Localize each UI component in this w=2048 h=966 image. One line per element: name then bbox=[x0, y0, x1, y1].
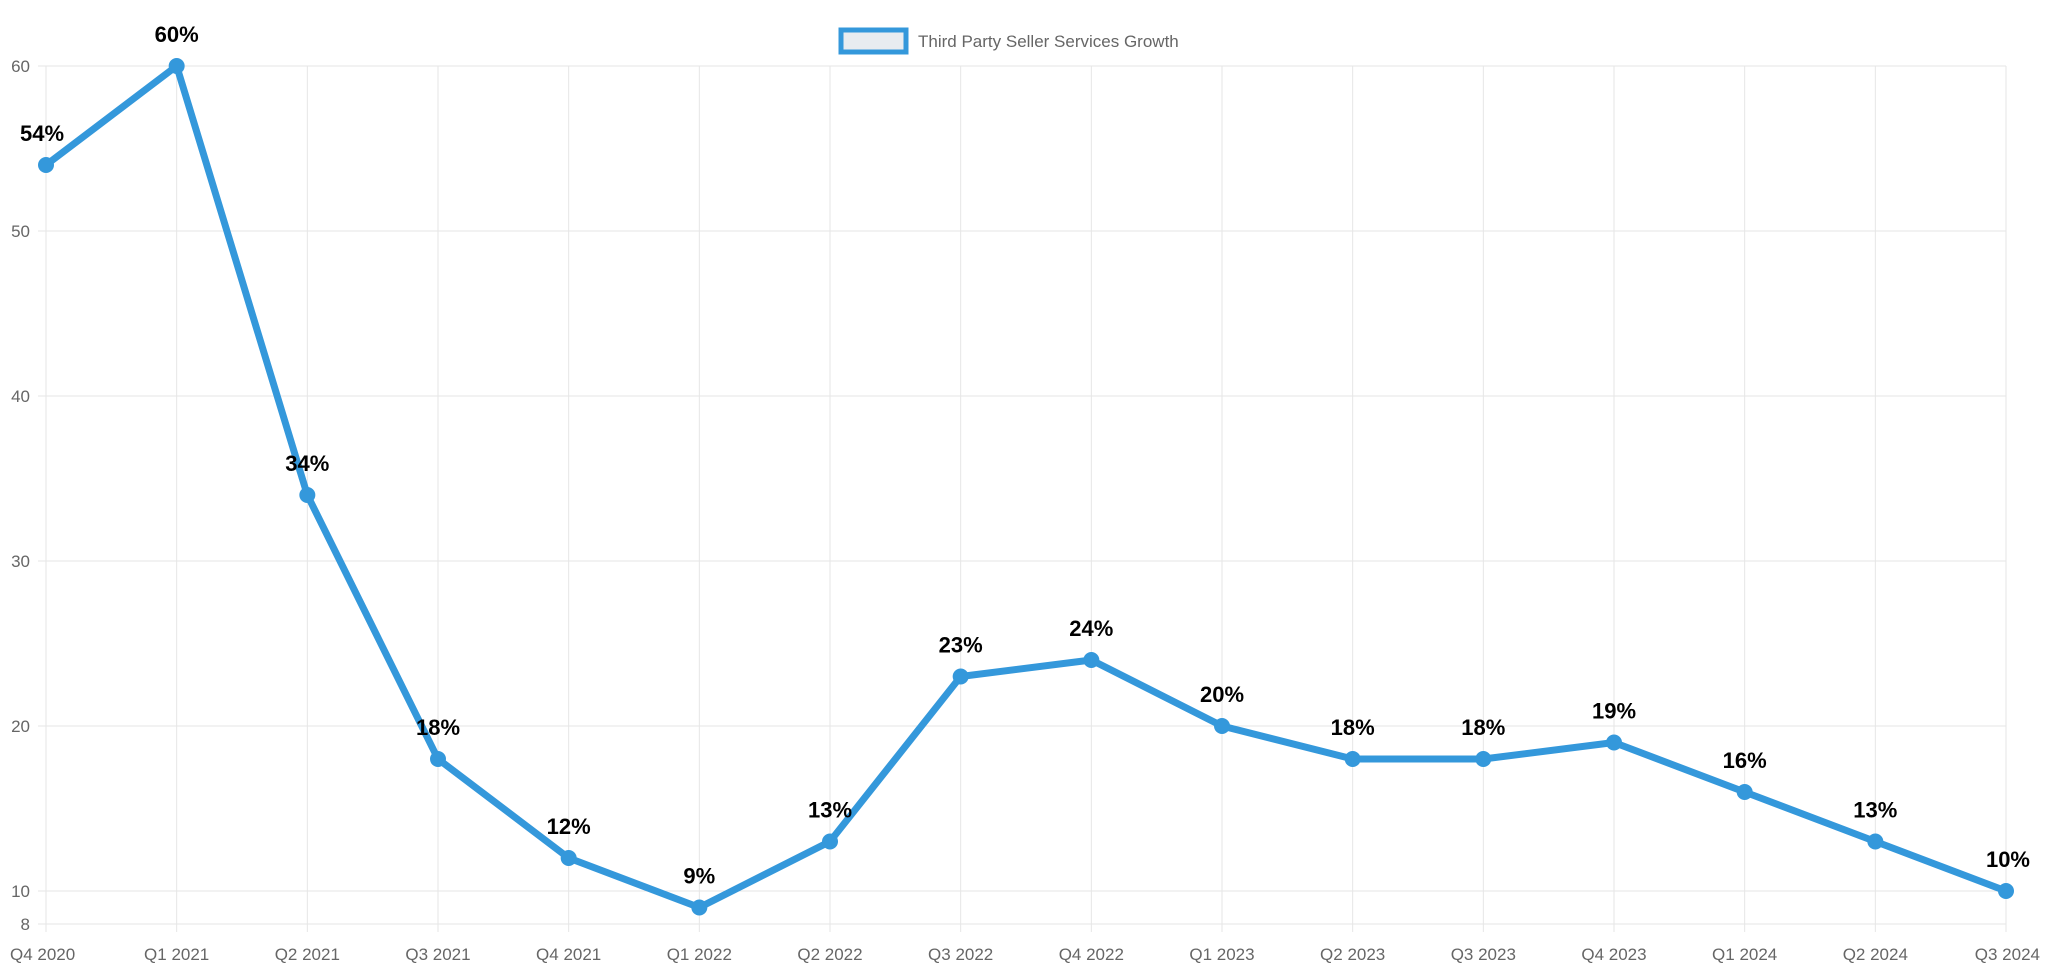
data-point[interactable] bbox=[952, 668, 969, 685]
data-point[interactable] bbox=[1344, 751, 1361, 767]
x-tick-label: Q3 2023 bbox=[1451, 945, 1516, 964]
series-line bbox=[42, 62, 2010, 911]
legend[interactable]: Third Party Seller Services Growth bbox=[838, 27, 1179, 55]
data-label: 10% bbox=[1986, 847, 2030, 872]
data-labels: 54% 60% 34% 18% 12% 9% 13% 23% 24% 20% 18% 18% 19% 16… bbox=[20, 22, 2030, 889]
y-tick-label: 20 bbox=[11, 717, 30, 736]
data-label: 16% bbox=[1723, 748, 1767, 773]
data-label: 13% bbox=[1853, 798, 1897, 823]
x-tick-label: Q3 2021 bbox=[405, 945, 470, 964]
grid bbox=[38, 65, 2007, 932]
data-label: 60% bbox=[155, 22, 199, 47]
x-tick-label: Q2 2021 bbox=[275, 945, 340, 964]
data-label: 9% bbox=[683, 864, 715, 889]
data-label: 20% bbox=[1200, 682, 1244, 707]
data-label: 13% bbox=[808, 798, 852, 823]
data-label: 18% bbox=[1331, 715, 1375, 740]
x-tick-label: Q4 2023 bbox=[1581, 945, 1646, 964]
x-tick-label: Q1 2022 bbox=[667, 945, 732, 964]
x-tick-label: Q1 2024 bbox=[1712, 945, 1777, 964]
data-point[interactable] bbox=[691, 899, 708, 916]
data-point[interactable] bbox=[1998, 883, 2014, 899]
data-point[interactable] bbox=[822, 833, 838, 850]
x-tick-label: Q3 2024 bbox=[1975, 945, 2040, 964]
series bbox=[38, 58, 2014, 916]
data-point[interactable] bbox=[1867, 833, 1884, 850]
data-point[interactable] bbox=[168, 58, 185, 74]
legend-label[interactable]: Third Party Seller Services Growth bbox=[918, 32, 1179, 51]
axes: 8 10 20 30 40 50 60 Q4 2020 Q1 2021 Q2 2021 Q3 202… bbox=[10, 57, 2040, 964]
x-tick-label: Q4 2021 bbox=[536, 945, 601, 964]
x-tick-label: Q1 2023 bbox=[1189, 945, 1254, 964]
data-point[interactable] bbox=[1214, 718, 1230, 734]
data-point[interactable] bbox=[1736, 784, 1753, 800]
x-tick-label: Q4 2020 bbox=[10, 945, 75, 964]
data-label: 18% bbox=[416, 715, 460, 740]
data-label: 24% bbox=[1069, 616, 1113, 641]
legend-swatch[interactable] bbox=[838, 27, 909, 55]
data-point[interactable] bbox=[1475, 751, 1492, 767]
y-tick-label: 8 bbox=[21, 915, 30, 934]
y-tick-label: 10 bbox=[11, 882, 30, 901]
data-point[interactable] bbox=[1606, 734, 1622, 751]
data-label: 54% bbox=[20, 121, 64, 146]
data-point[interactable] bbox=[430, 751, 446, 767]
y-tick-label: 40 bbox=[11, 387, 30, 406]
x-tick-label: Q2 2024 bbox=[1843, 945, 1908, 964]
y-tick-label: 60 bbox=[11, 57, 30, 76]
x-tick-label: Q1 2021 bbox=[144, 945, 209, 964]
data-label: 34% bbox=[285, 451, 329, 476]
y-tick-label: 50 bbox=[11, 222, 30, 241]
data-point[interactable] bbox=[38, 157, 54, 173]
data-point[interactable] bbox=[1083, 652, 1100, 668]
x-tick-label: Q2 2023 bbox=[1320, 945, 1385, 964]
x-tick-label: Q3 2022 bbox=[928, 945, 993, 964]
data-label: 23% bbox=[939, 633, 983, 658]
data-point[interactable] bbox=[560, 850, 577, 866]
data-label: 18% bbox=[1461, 715, 1505, 740]
data-point[interactable] bbox=[299, 487, 316, 503]
data-label: 12% bbox=[547, 814, 591, 839]
data-label: 19% bbox=[1592, 699, 1636, 724]
y-tick-label: 30 bbox=[11, 552, 30, 571]
x-tick-label: Q2 2022 bbox=[797, 945, 862, 964]
x-tick-label: Q4 2022 bbox=[1059, 945, 1124, 964]
